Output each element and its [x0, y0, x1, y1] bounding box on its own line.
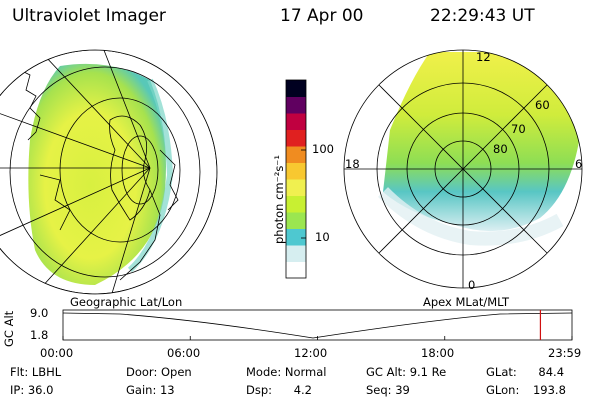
colorbar-segment	[286, 96, 306, 114]
status-seq: Seq: 39	[366, 383, 410, 397]
colorbar-segment	[286, 212, 306, 229]
mlt-label-0: 0	[468, 278, 476, 292]
status-dsp: Dsp: 4.2	[246, 383, 312, 397]
observation-date: 17 Apr 00	[280, 6, 364, 26]
status-glat: GLat: 84.4	[486, 365, 565, 379]
altitude-plot	[62, 309, 573, 341]
altitude-ytick-low: 1.8	[30, 328, 49, 342]
colorbar-tick-10: 10	[315, 230, 330, 244]
altitude-ylabel: GC Alt	[2, 310, 16, 347]
colorbar-segment	[286, 146, 306, 163]
mlat-label-60: 60	[535, 98, 550, 112]
mlat-label-70: 70	[511, 122, 526, 136]
xtick-0600: 06:00	[167, 346, 201, 360]
altitude-ytick-high: 9.0	[30, 306, 49, 320]
status-glon: GLon: 193.8	[486, 383, 566, 397]
status-ip: IP: 36.0	[10, 383, 54, 397]
aurora-image-right	[383, 52, 582, 232]
colorbar-frame	[285, 79, 307, 279]
mlt-label-6: 6	[575, 157, 583, 171]
page-title: Ultraviolet Imager	[12, 6, 166, 26]
colorbar-segment	[286, 179, 306, 196]
colorbar-segment	[286, 162, 306, 180]
xtick-2359: 23:59	[548, 346, 582, 360]
colorbar-segment	[286, 80, 306, 97]
coastlines	[19, 69, 179, 281]
left-map-caption: Geographic Lat/Lon	[70, 295, 183, 309]
geographic-map	[0, 49, 218, 295]
altitude-curve	[62, 312, 573, 339]
colorbar-segment	[286, 195, 306, 213]
colorbar	[285, 79, 307, 279]
lat-lon-grid	[0, 50, 217, 294]
colorbar-tick-100: 100	[312, 142, 334, 156]
xtick-1200: 12:00	[294, 346, 328, 360]
colorbar-segment	[286, 261, 306, 279]
colorbar-segment	[286, 113, 306, 130]
mlt-label-18: 18	[345, 157, 360, 171]
mlt-label-12: 12	[476, 50, 491, 64]
status-gain: Gain: 13	[126, 383, 175, 397]
status-mode: Mode: Normal	[246, 365, 327, 379]
status-filter: Flt: LBHL	[10, 365, 62, 379]
xtick-1800: 18:00	[421, 346, 455, 360]
xtick-0000: 00:00	[40, 346, 74, 360]
mlat-mlt-grid	[343, 49, 583, 289]
colorbar-unit-label: photon cm⁻²s⁻¹	[272, 155, 286, 244]
magnetic-map	[343, 49, 583, 289]
colorbar-segment	[286, 245, 306, 262]
observation-time: 22:29:43 UT	[430, 6, 535, 26]
right-map-caption: Apex MLat/MLT	[423, 295, 510, 309]
colorbar-segment	[286, 129, 306, 147]
mlat-label-80: 80	[493, 142, 508, 156]
status-door: Door: Open	[126, 365, 192, 379]
colorbar-segment	[286, 228, 306, 246]
status-gc-alt: GC Alt: 9.1 Re	[366, 365, 447, 379]
